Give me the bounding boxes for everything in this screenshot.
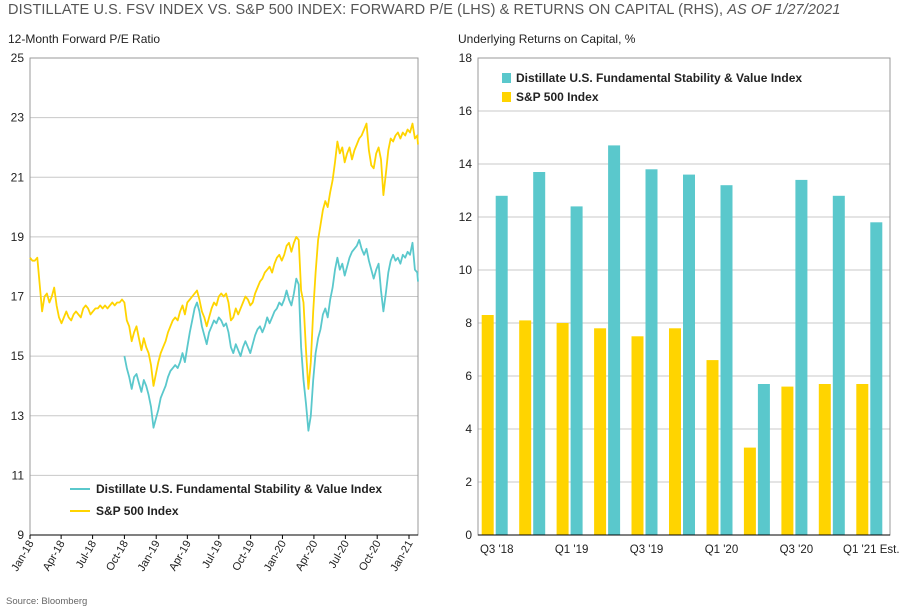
x-tick-label: Jan-21 xyxy=(388,539,415,574)
y-tick-label: 6 xyxy=(465,369,472,383)
fsv-bar xyxy=(683,174,695,535)
sp500-bar xyxy=(781,386,794,535)
x-tick-label: Q3 '20 xyxy=(780,544,814,556)
x-tick-label: Oct-19 xyxy=(230,539,257,574)
y-tick-label: 19 xyxy=(11,230,25,244)
legend-label: S&P 500 Index xyxy=(96,504,179,518)
legend-label: Distillate U.S. Fundamental Stability & … xyxy=(96,482,382,496)
x-tick-label: Oct-18 xyxy=(104,539,131,574)
sp500-bar xyxy=(556,323,569,535)
source-note: Source: Bloomberg xyxy=(6,596,88,607)
y-tick-label: 13 xyxy=(11,409,25,423)
y-tick-label: 25 xyxy=(11,51,25,65)
x-tick-label: Q3 '19 xyxy=(630,544,664,556)
y-tick-label: 21 xyxy=(11,170,25,184)
fsv-bar xyxy=(720,185,733,535)
left-chart-ylabel: 12-Month Forward P/E Ratio xyxy=(8,32,161,46)
x-tick-label: Apr-18 xyxy=(41,539,68,574)
sp500-bar xyxy=(856,384,869,535)
chart-title-main: DISTILLATE U.S. FSV INDEX VS. S&P 500 IN… xyxy=(8,2,728,18)
right-bar-chart: 0 2 4 6 8 10 12 14 16 18 Q3 '18 Q1 '19 Q3 '19 Q1 '20 Q… xyxy=(459,51,900,556)
y-tick-label: 0 xyxy=(465,528,472,542)
x-tick-label: Jan-20 xyxy=(262,539,289,574)
y-tick-label: 4 xyxy=(465,422,472,436)
sp500-bar xyxy=(818,384,831,535)
x-tick-label: Q1 '19 xyxy=(555,544,589,556)
y-tick-label: 18 xyxy=(459,51,473,65)
sp500-bar xyxy=(631,336,644,536)
x-tick-label: Apr-19 xyxy=(167,539,194,574)
fsv-bar xyxy=(495,195,508,536)
fsv-bar xyxy=(608,145,621,535)
x-tick-label: Oct-20 xyxy=(357,539,384,574)
x-tick-label: Jul-20 xyxy=(327,539,352,571)
y-tick-label: 15 xyxy=(11,349,25,363)
legend-label: Distillate U.S. Fundamental Stability & … xyxy=(516,71,802,85)
sp500-bar xyxy=(743,447,756,535)
fsv-bar xyxy=(870,222,883,536)
x-tick-label: Q1 '21 Est. xyxy=(843,544,900,556)
x-tick-label: Jan-19 xyxy=(136,539,163,574)
x-tick-label: Apr-20 xyxy=(294,539,321,574)
fsv-series-line xyxy=(123,239,419,432)
y-tick-label: 12 xyxy=(459,210,473,224)
y-tick-label: 8 xyxy=(465,316,472,330)
fsv-bar xyxy=(533,172,546,535)
y-tick-label: 16 xyxy=(459,104,473,118)
y-tick-label: 11 xyxy=(12,468,25,482)
sp500-bar xyxy=(706,360,719,535)
chart-title: DISTILLATE U.S. FSV INDEX VS. S&P 500 IN… xyxy=(8,2,841,18)
sp500-bar xyxy=(594,328,607,535)
chart-title-date: AS OF 1/27/2021 xyxy=(727,2,841,18)
fsv-bar xyxy=(795,179,808,535)
sp500-bar xyxy=(669,328,681,535)
fsv-bar xyxy=(645,169,658,536)
fsv-bar xyxy=(757,384,770,535)
y-tick-label: 23 xyxy=(11,111,25,125)
x-tick-label: Jul-19 xyxy=(200,539,225,571)
sp500-series-line xyxy=(29,122,419,390)
right-chart-ylabel: Underlying Returns on Capital, % xyxy=(458,32,636,46)
fsv-bar xyxy=(570,206,583,535)
legend-swatch xyxy=(502,73,511,83)
y-tick-label: 2 xyxy=(465,475,472,489)
y-tick-label: 9 xyxy=(17,528,24,542)
x-tick-label: Jan-18 xyxy=(9,539,36,574)
x-tick-label: Jul-18 xyxy=(74,539,99,571)
x-tick-label: Q1 '20 xyxy=(705,544,739,556)
sp500-bar xyxy=(481,315,494,535)
y-tick-label: 14 xyxy=(459,157,473,171)
y-tick-label: 10 xyxy=(459,263,473,277)
y-tick-label: 17 xyxy=(11,290,25,304)
legend-swatch xyxy=(502,92,511,102)
legend-label: S&P 500 Index xyxy=(516,90,599,104)
fsv-bar xyxy=(832,195,845,536)
sp500-bar xyxy=(519,320,532,535)
x-tick-label: Q3 '18 xyxy=(480,544,514,556)
